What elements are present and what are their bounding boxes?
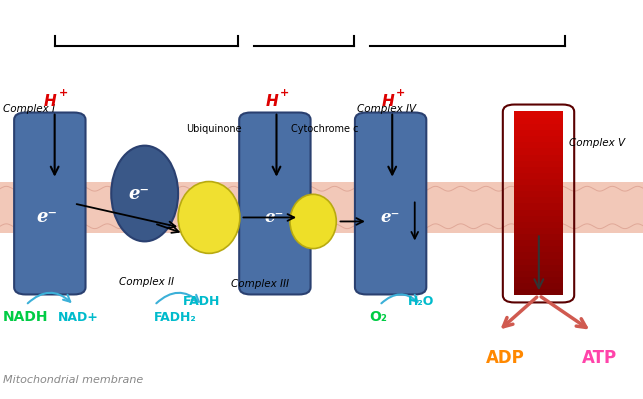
- Text: +: +: [59, 88, 68, 98]
- Text: NADH: NADH: [3, 310, 49, 324]
- Bar: [514, 271, 563, 277]
- Bar: [0, 182, 643, 233]
- Bar: [514, 215, 563, 222]
- Text: FADH₂: FADH₂: [154, 311, 197, 324]
- Bar: [514, 160, 563, 167]
- Bar: [514, 282, 563, 289]
- Bar: [514, 227, 563, 234]
- Text: e⁻: e⁻: [37, 208, 57, 227]
- Bar: [514, 172, 563, 179]
- Ellipse shape: [111, 146, 178, 241]
- FancyBboxPatch shape: [355, 113, 426, 294]
- Text: H: H: [44, 94, 57, 109]
- Text: Complex III: Complex III: [231, 279, 289, 289]
- Bar: [514, 258, 563, 265]
- Bar: [514, 136, 563, 142]
- Bar: [514, 191, 563, 198]
- Text: Complex IV: Complex IV: [357, 104, 416, 114]
- Bar: [514, 203, 563, 209]
- Ellipse shape: [290, 194, 336, 249]
- FancyBboxPatch shape: [239, 113, 311, 294]
- Text: H₂O: H₂O: [408, 295, 435, 308]
- Bar: [514, 221, 563, 228]
- Bar: [514, 209, 563, 216]
- Text: H: H: [381, 94, 394, 109]
- Bar: [514, 148, 563, 154]
- Text: H: H: [266, 94, 278, 109]
- Text: FADH: FADH: [183, 295, 221, 308]
- Bar: [514, 240, 563, 246]
- Bar: [514, 246, 563, 253]
- Text: e⁻: e⁻: [381, 209, 400, 226]
- Bar: [514, 289, 563, 295]
- Bar: [514, 185, 563, 191]
- Text: NAD+: NAD+: [58, 311, 99, 324]
- Bar: [514, 277, 563, 283]
- Text: ATP: ATP: [582, 349, 617, 367]
- Text: O₂: O₂: [370, 310, 388, 324]
- FancyBboxPatch shape: [14, 113, 86, 294]
- Text: +: +: [280, 88, 289, 98]
- Text: Complex II: Complex II: [119, 277, 174, 287]
- Bar: [514, 234, 563, 240]
- Text: Ubiquinone: Ubiquinone: [186, 124, 242, 134]
- Text: Mitochondrial membrane: Mitochondrial membrane: [3, 375, 143, 385]
- Text: e⁻: e⁻: [265, 209, 284, 226]
- Bar: [514, 197, 563, 203]
- Text: Cytochrome c: Cytochrome c: [291, 124, 358, 134]
- Bar: [514, 130, 563, 136]
- Bar: [514, 179, 563, 185]
- Text: ADP: ADP: [485, 349, 524, 367]
- Bar: [514, 166, 563, 173]
- Text: Complex V: Complex V: [569, 138, 625, 148]
- Text: +: +: [396, 88, 405, 98]
- Bar: [514, 154, 563, 161]
- Bar: [514, 124, 563, 130]
- Bar: [514, 142, 563, 148]
- Bar: [514, 264, 563, 271]
- Bar: [514, 117, 563, 124]
- Bar: [514, 252, 563, 259]
- Text: Complex I: Complex I: [3, 104, 55, 114]
- Bar: [514, 111, 563, 118]
- Ellipse shape: [178, 182, 240, 253]
- Text: e⁻: e⁻: [129, 184, 149, 203]
